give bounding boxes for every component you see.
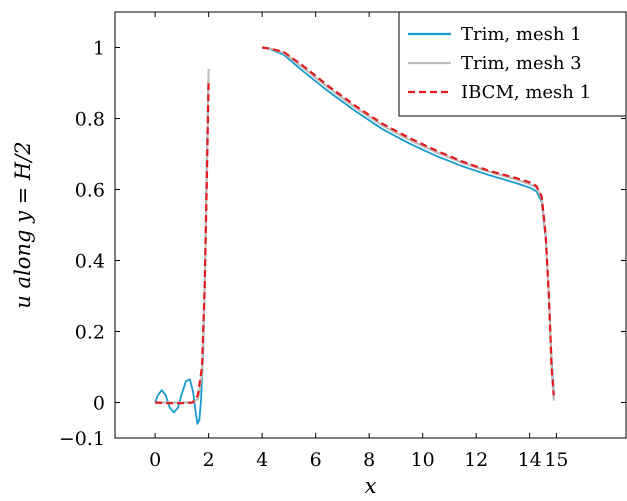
x-tick-label: 6 (310, 449, 322, 471)
y-axis-label: u along y = H/2 (11, 141, 35, 308)
x-tick-label: 15 (544, 449, 568, 471)
x-axis-label: x (365, 474, 377, 498)
y-tick-label: −0.1 (59, 428, 105, 450)
x-tick-label: 12 (464, 449, 488, 471)
axis-ticks: 0 2 4 6 8 10 12 14 15 −0.1 0 0.2 0.4 0.6 0.8 1 (59, 12, 626, 471)
x-tick-label: 4 (256, 449, 268, 471)
x-tick-label: 10 (411, 449, 435, 471)
y-tick-label: 0.6 (75, 180, 105, 202)
x-tick-label: 8 (363, 449, 375, 471)
legend-label-3: IBCM, mesh 1 (461, 82, 591, 103)
y-tick-label: 0 (93, 393, 105, 415)
y-tick-label: 0.4 (75, 251, 105, 273)
x-tick-label: 2 (203, 449, 215, 471)
y-tick-label: 0.2 (75, 322, 105, 344)
plot-frame (114, 11, 627, 439)
y-tick-label: 1 (93, 38, 105, 60)
series-line-3-segment-2 (261, 46, 555, 396)
x-tick-label: 14 (518, 449, 542, 471)
y-tick-label: 0.8 (75, 109, 105, 131)
x-tick-label: 0 (149, 449, 161, 471)
series-line-3-segment-1 (155, 82, 210, 405)
legend-label-1: Trim, mesh 1 (461, 24, 582, 45)
series-line-2-segment-1 (155, 68, 210, 404)
legend: Trim, mesh 1 Trim, mesh 3 IBCM, mesh 1 (398, 11, 627, 117)
legend-label-2: Trim, mesh 3 (461, 53, 582, 74)
series-curves (154, 46, 555, 425)
